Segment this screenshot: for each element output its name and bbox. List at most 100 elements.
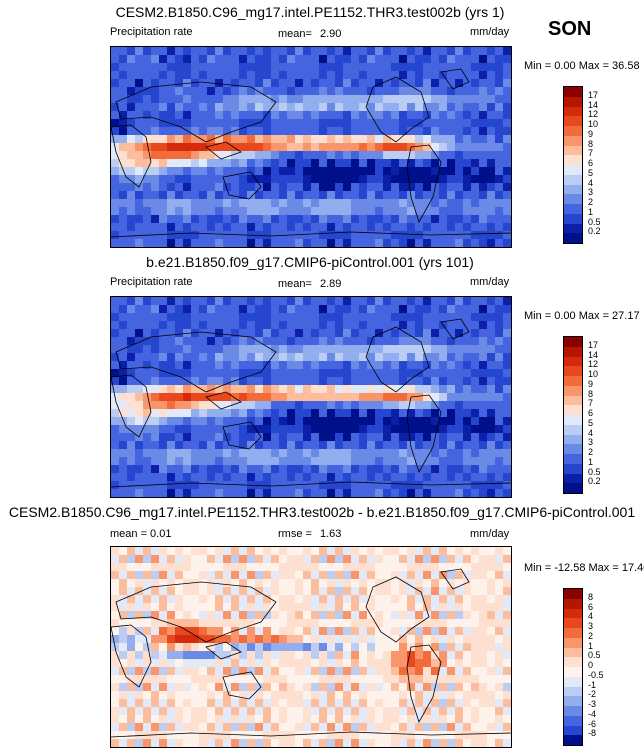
map-cell xyxy=(383,337,391,345)
map-cell xyxy=(391,595,399,603)
map-cell xyxy=(335,143,343,151)
colorbar-tick-label: 2 xyxy=(588,447,594,457)
coastline xyxy=(205,641,242,660)
map-cell xyxy=(311,635,319,643)
map-cell xyxy=(455,207,463,215)
map-cell xyxy=(271,417,279,425)
map-cell xyxy=(367,489,375,497)
map-cell xyxy=(359,449,367,457)
map-cell xyxy=(351,345,359,353)
map-cell xyxy=(311,731,319,739)
map-cell xyxy=(311,691,319,699)
map-cell xyxy=(407,239,415,247)
map-cell xyxy=(439,433,447,441)
map-cell xyxy=(471,63,479,71)
colorbar-tick-label: 3 xyxy=(588,621,594,631)
map-cell xyxy=(255,723,263,731)
map-cell xyxy=(215,321,223,329)
map-cell xyxy=(183,555,191,563)
map-cell xyxy=(423,417,431,425)
colorbar-tick-label: 10 xyxy=(588,119,599,129)
map-cell xyxy=(135,635,143,643)
colorbar-tick-label: 10 xyxy=(588,369,599,379)
map-cell xyxy=(311,723,319,731)
map-cell xyxy=(463,635,471,643)
map-cell xyxy=(295,723,303,731)
map-cell xyxy=(239,473,247,481)
map-cell xyxy=(335,627,343,635)
map-cell xyxy=(367,199,375,207)
map-cell xyxy=(231,723,239,731)
map-cell xyxy=(471,103,479,111)
map-cell xyxy=(487,707,495,715)
map-cell xyxy=(351,151,359,159)
map-cell xyxy=(175,151,183,159)
map-cell xyxy=(343,587,351,595)
map-cell xyxy=(407,231,415,239)
map-cell xyxy=(127,151,135,159)
map-cell xyxy=(367,603,375,611)
map-cell xyxy=(151,587,159,595)
map-cell xyxy=(463,547,471,555)
map-cell xyxy=(391,409,399,417)
coastline xyxy=(222,671,262,700)
map-cell xyxy=(447,449,455,457)
map-cell xyxy=(447,71,455,79)
map-cell xyxy=(303,595,311,603)
map-cell xyxy=(391,199,399,207)
map-cell xyxy=(271,305,279,313)
map-cell xyxy=(455,707,463,715)
map-cell xyxy=(311,95,319,103)
map-cell xyxy=(135,321,143,329)
map-cell xyxy=(343,563,351,571)
map-cell xyxy=(383,481,391,489)
map-cell xyxy=(207,489,215,497)
map-cell xyxy=(303,353,311,361)
map-cell xyxy=(239,305,247,313)
map-cell xyxy=(167,151,175,159)
map-cell xyxy=(271,603,279,611)
map-cell xyxy=(343,683,351,691)
map-cell xyxy=(391,151,399,159)
map-cell xyxy=(487,449,495,457)
map-cell xyxy=(399,215,407,223)
map-cell xyxy=(303,691,311,699)
map-cell xyxy=(455,715,463,723)
map-cell xyxy=(495,111,503,119)
panel-3-units: mm/day xyxy=(470,528,510,540)
map-cell xyxy=(255,313,263,321)
map-cell xyxy=(479,715,487,723)
map-cell xyxy=(151,691,159,699)
map-cell xyxy=(447,231,455,239)
map-cell xyxy=(151,739,159,747)
map-cell xyxy=(391,699,399,707)
map-cell xyxy=(423,409,431,417)
map-cell xyxy=(455,587,463,595)
map-cell xyxy=(239,683,247,691)
map-cell xyxy=(391,175,399,183)
panel-2-variable-label: Precipitation rate xyxy=(110,276,193,288)
map-cell xyxy=(479,231,487,239)
map-cell xyxy=(335,563,343,571)
map-cell xyxy=(255,207,263,215)
map-cell xyxy=(295,361,303,369)
map-cell xyxy=(215,393,223,401)
map-cell xyxy=(335,715,343,723)
map-cell xyxy=(183,297,191,305)
map-cell xyxy=(383,199,391,207)
map-cell xyxy=(159,55,167,63)
map-cell xyxy=(447,401,455,409)
map-cell xyxy=(383,321,391,329)
map-cell xyxy=(343,183,351,191)
map-cell xyxy=(439,207,447,215)
map-cell xyxy=(319,231,327,239)
panel-1-map-svg xyxy=(111,47,511,247)
map-cell xyxy=(191,151,199,159)
map-cell xyxy=(271,707,279,715)
map-cell xyxy=(415,731,423,739)
map-cell xyxy=(231,587,239,595)
map-cell xyxy=(271,691,279,699)
map-cell xyxy=(191,143,199,151)
map-cell xyxy=(359,231,367,239)
map-cell xyxy=(151,305,159,313)
